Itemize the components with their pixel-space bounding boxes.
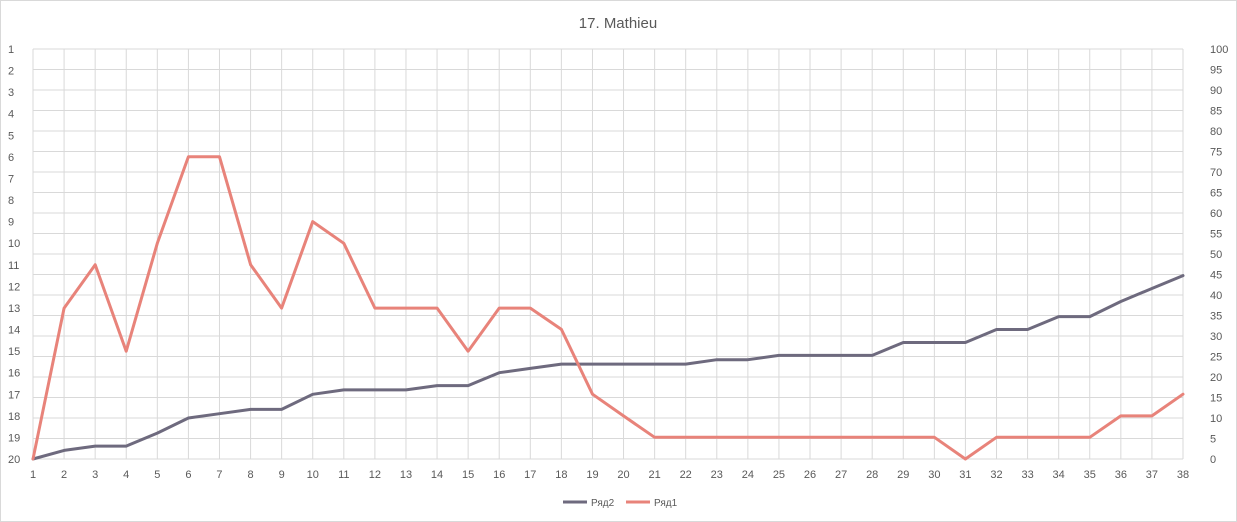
- x-axis-tick-label: 7: [216, 469, 222, 481]
- left-axis-tick-label: 19: [8, 432, 20, 444]
- right-axis-tick-label: 80: [1210, 126, 1222, 138]
- right-axis-tick-label: 10: [1210, 413, 1222, 425]
- x-axis-tick-label: 33: [1021, 469, 1033, 481]
- series-lines: [31, 155, 1185, 461]
- x-axis-tick-label: 12: [369, 469, 381, 481]
- left-axis-tick-label: 20: [8, 454, 20, 466]
- left-axis-tick-label: 9: [8, 217, 14, 229]
- x-axis-tick-label: 34: [1053, 469, 1065, 481]
- right-axis-tick-label: 65: [1210, 188, 1222, 200]
- left-axis-tick-label: 12: [8, 281, 20, 293]
- x-axis-tick-label: 14: [431, 469, 443, 481]
- left-axis-tick-label: 2: [8, 66, 14, 78]
- x-axis-tick-label: 4: [123, 469, 129, 481]
- right-axis-tick-label: 60: [1210, 208, 1222, 220]
- left-axis-tick-label: 10: [8, 238, 20, 250]
- left-axis-tick-label: 8: [8, 195, 14, 207]
- x-axis-tick-label: 5: [154, 469, 160, 481]
- left-axis-tick-label: 6: [8, 152, 14, 164]
- x-axis-tick-label: 37: [1146, 469, 1158, 481]
- x-axis-tick-label: 28: [866, 469, 878, 481]
- x-axis-tick-label: 11: [338, 469, 349, 481]
- x-axis-tick-label: 25: [773, 469, 785, 481]
- right-axis-tick-label: 55: [1210, 229, 1222, 241]
- right-axis-tick-label: 0: [1210, 454, 1216, 466]
- left-axis-tick-label: 7: [8, 173, 14, 185]
- legend-label-series1: Ряд1: [654, 498, 678, 509]
- right-axis-tick-label: 100: [1210, 44, 1228, 56]
- x-axis-tick-label: 19: [586, 469, 598, 481]
- x-axis-tick-label: 10: [307, 469, 319, 481]
- right-axis-tick-label: 45: [1210, 270, 1222, 282]
- x-axis-tick-label: 9: [279, 469, 285, 481]
- x-axis-tick-label: 24: [742, 469, 754, 481]
- chart-title: 17. Mathieu: [579, 15, 657, 32]
- right-axis-tick-label: 30: [1210, 331, 1222, 343]
- right-axis-tick-label: 35: [1210, 311, 1222, 323]
- right-axis-tick-label: 15: [1210, 393, 1222, 405]
- x-axis-tick-label: 38: [1177, 469, 1189, 481]
- x-axis-tick-label: 36: [1115, 469, 1127, 481]
- right-axis-tick-label: 85: [1210, 106, 1222, 118]
- x-axis-tick-label: 31: [959, 469, 971, 481]
- left-axis-tick-label: 18: [8, 411, 20, 423]
- series-line-series2: [31, 274, 1185, 461]
- left-axis-tick-label: 5: [8, 130, 14, 142]
- right-axis-tick-label: 70: [1210, 167, 1222, 179]
- x-axis-tick-label: 21: [648, 469, 660, 481]
- x-axis-tick-label: 35: [1084, 469, 1096, 481]
- left-axis-tick-label: 3: [8, 87, 14, 99]
- x-axis-tick-label: 29: [897, 469, 909, 481]
- right-axis-tick-label: 20: [1210, 372, 1222, 384]
- left-axis-tick-label: 15: [8, 346, 20, 358]
- right-axis-ticks: 0 5 10 15 20 25 30 35 40 45 50 55 60 65 70 75 80 85 90 95 10…: [1210, 44, 1228, 466]
- right-axis-tick-label: 40: [1210, 290, 1222, 302]
- x-axis-tick-label: 22: [680, 469, 692, 481]
- x-axis-tick-label: 30: [928, 469, 940, 481]
- x-axis-tick-label: 15: [462, 469, 474, 481]
- x-axis-tick-label: 8: [248, 469, 254, 481]
- x-axis-ticks: 1 2 3 4 5 6 7 8 9 10 11 12 13 14 15 16 17 18 19 20 21 22 23 24 2…: [30, 469, 1189, 481]
- grid: [32, 48, 1184, 460]
- left-axis-tick-label: 16: [8, 368, 20, 380]
- left-axis-tick-label: 1: [8, 44, 14, 56]
- x-axis-tick-label: 18: [555, 469, 567, 481]
- left-axis-tick-label: 11: [8, 260, 19, 272]
- left-axis-tick-label: 4: [8, 109, 14, 121]
- right-axis-tick-label: 5: [1210, 434, 1216, 446]
- left-axis-tick-label: 13: [8, 303, 20, 315]
- x-axis-tick-label: 2: [61, 469, 67, 481]
- x-axis-tick-label: 17: [524, 469, 536, 481]
- right-axis-tick-label: 50: [1210, 249, 1222, 261]
- x-axis-tick-label: 3: [92, 469, 98, 481]
- series-line-series1: [31, 155, 1185, 461]
- right-axis-tick-label: 90: [1210, 85, 1222, 97]
- right-axis-tick-label: 75: [1210, 147, 1222, 159]
- legend: Ряд2 Ряд1: [563, 498, 678, 509]
- right-axis-tick-label: 95: [1210, 65, 1222, 77]
- legend-label-series2: Ряд2: [591, 498, 615, 509]
- x-axis-tick-label: 1: [30, 469, 36, 481]
- x-axis-tick-label: 6: [185, 469, 191, 481]
- x-axis-tick-label: 26: [804, 469, 816, 481]
- x-axis-tick-label: 27: [835, 469, 847, 481]
- x-axis-tick-label: 13: [400, 469, 412, 481]
- x-axis-tick-label: 16: [493, 469, 505, 481]
- x-axis-tick-label: 32: [990, 469, 1002, 481]
- right-axis-tick-label: 25: [1210, 352, 1222, 364]
- x-axis-tick-label: 23: [711, 469, 723, 481]
- left-axis-tick-label: 17: [8, 389, 20, 401]
- x-axis-tick-label: 20: [617, 469, 629, 481]
- left-axis-tick-label: 14: [8, 325, 20, 337]
